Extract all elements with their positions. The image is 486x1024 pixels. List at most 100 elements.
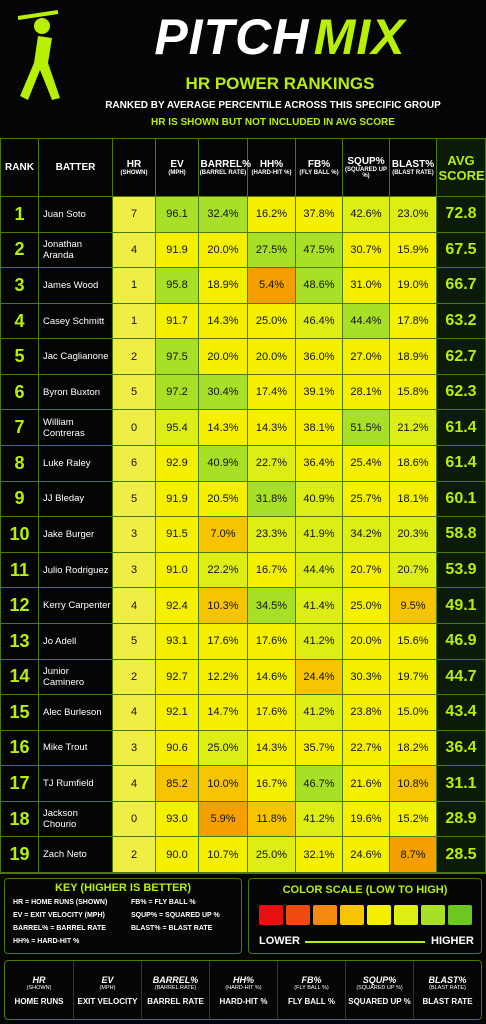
table-cell: 90.6	[156, 730, 199, 767]
table-cell: 10.3%	[199, 588, 248, 624]
table-cell: 96.1	[156, 197, 199, 233]
batter-name: Jac Caglianone	[39, 339, 113, 375]
table-cell: 5.4%	[248, 268, 296, 304]
batter-name: Juan Soto	[39, 197, 113, 233]
scale-swatch	[313, 905, 337, 925]
column-header: HH% (HARD-HIT %)	[248, 139, 296, 197]
table-cell: 30.7%	[343, 232, 390, 269]
table: RANK BATTER HR (SHOWN) EV (MPH) BARREL% (BARREL…	[0, 138, 486, 874]
table-cell: 17.6%	[248, 695, 296, 731]
table-cell: 72.8	[437, 197, 486, 233]
table-cell: 1	[1, 197, 39, 233]
table-cell: 25.0%	[248, 837, 296, 873]
table-cell: 28.5	[437, 837, 486, 873]
table-cell: 97.2	[156, 374, 199, 411]
header-label: HH%	[259, 159, 284, 170]
table-cell: 43.4	[437, 695, 486, 731]
table-cell: 24.6%	[343, 837, 390, 873]
footer-name: BLAST RATE	[422, 996, 473, 1006]
table-cell: 58.8	[437, 517, 486, 553]
column-header: RANK	[1, 139, 39, 197]
batter-name: Julio Rodriguez	[39, 552, 113, 589]
table-cell: 92.4	[156, 588, 199, 624]
table-cell: 91.9	[156, 232, 199, 269]
table-cell: 1	[113, 303, 156, 340]
table-cell: 28.9	[437, 801, 486, 838]
table-cell: 90.0	[156, 837, 199, 873]
column-header: EV (MPH)	[156, 139, 199, 197]
table-cell: 20.3%	[390, 517, 437, 553]
table-cell: 3	[113, 552, 156, 589]
table-cell: 23.8%	[343, 695, 390, 731]
column-header: HR (SHOWN)	[113, 139, 156, 197]
table-cell: 41.9%	[296, 517, 343, 553]
table-cell: 18.6%	[390, 446, 437, 482]
subtitle: HR POWER RANKINGS	[185, 74, 375, 93]
batter-name: Byron Buxton	[39, 374, 113, 411]
column-header: BLAST% (BLAST RATE)	[390, 139, 437, 197]
table-cell: 7	[1, 410, 39, 447]
table-cell: 16.7%	[248, 766, 296, 802]
header-sub: (BLAST RATE)	[392, 170, 434, 176]
table-cell: 31.1	[437, 766, 486, 802]
column-header: FB% (FLY BALL %)	[296, 139, 343, 197]
table-cell: 34.5%	[248, 588, 296, 624]
key-item: SQUP% = SQUARED UP %	[131, 912, 220, 919]
table-cell: 18.1%	[390, 481, 437, 518]
footer-sub: (MPH)	[99, 984, 116, 991]
batter-name: William Contreras	[39, 410, 113, 447]
footer-label: SQUP%	[362, 974, 397, 985]
table-cell: 53.9	[437, 552, 486, 589]
title-right: MIX	[313, 9, 406, 65]
table-cell: 20.7%	[390, 552, 437, 589]
higher-label: HIGHER	[431, 935, 474, 947]
header-sub: (BARREL RATE)	[199, 170, 247, 176]
table-cell: 10.7%	[199, 837, 248, 873]
batter-icon	[17, 10, 60, 100]
batter-name: Luke Raley	[39, 446, 113, 482]
key-item: BLAST% = BLAST RATE	[131, 925, 213, 932]
footer-label: HR	[32, 974, 46, 985]
table-cell: 93.0	[156, 801, 199, 838]
scale-title: COLOR SCALE (LOW TO HIGH)	[282, 884, 448, 896]
table-cell: 93.1	[156, 623, 199, 660]
table-cell: 14.6%	[248, 659, 296, 696]
table-cell: 38.1%	[296, 410, 343, 447]
footer-sub: (SHOWN)	[26, 984, 52, 991]
table-cell: 14.7%	[199, 695, 248, 731]
table-cell: 35.7%	[296, 730, 343, 767]
table-cell: 5	[1, 339, 39, 375]
table-cell: 0	[113, 801, 156, 838]
table-cell: 10.8%	[390, 766, 437, 802]
footer: HR (SHOWN) HOME RUNS EV (MPH) EXIT VELOCITY BA…	[4, 960, 482, 1020]
table-cell: 61.4	[437, 446, 486, 482]
table-cell: 7.0%	[199, 517, 248, 553]
table-cell: 14.3%	[199, 303, 248, 340]
table-cell: 24.4%	[296, 659, 343, 696]
note: HR IS SHOWN BUT NOT INCLUDED IN AVG SCOR…	[151, 116, 395, 128]
table-cell: 44.4%	[343, 303, 390, 340]
table-cell: 91.0	[156, 552, 199, 589]
table-cell: 25.4%	[343, 446, 390, 482]
table-cell: 17.4%	[248, 374, 296, 411]
table-cell: 15.2%	[390, 801, 437, 838]
table-cell: 2	[113, 659, 156, 696]
table-cell: 10	[1, 517, 39, 553]
table-cell: 95.8	[156, 268, 199, 304]
batter-name: Alec Burleson	[39, 695, 113, 731]
footer-name: FLY BALL %	[288, 996, 335, 1006]
table-cell: 5	[113, 374, 156, 411]
table-cell: 25.7%	[343, 481, 390, 518]
column-header: SQUP% (SQUARED UP %)	[343, 139, 390, 197]
batter-name: Kerry Carpenter	[39, 588, 113, 624]
table-cell: 92.7	[156, 659, 199, 696]
table-cell: 3	[113, 730, 156, 767]
table-cell: 21.2%	[390, 410, 437, 447]
header-sub: (MPH)	[168, 170, 186, 176]
table-cell: 66.7	[437, 268, 486, 304]
table-cell: 14.3%	[248, 730, 296, 767]
table-cell: 62.7	[437, 339, 486, 375]
table-cell: 62.3	[437, 374, 486, 411]
table-cell: 22.7%	[343, 730, 390, 767]
table-cell: 44.7	[437, 659, 486, 696]
